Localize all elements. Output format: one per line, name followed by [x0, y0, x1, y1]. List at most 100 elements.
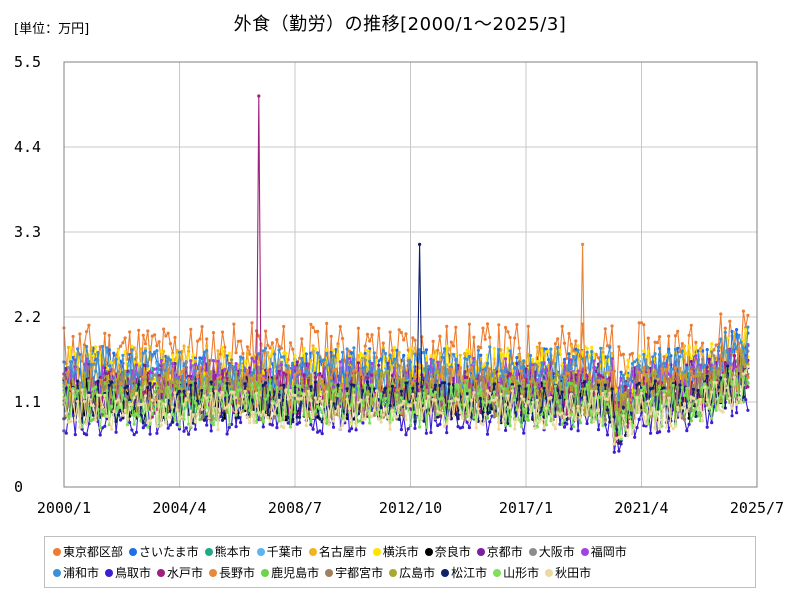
data-point	[673, 347, 678, 351]
data-point	[327, 363, 331, 367]
data-point	[424, 348, 428, 352]
data-point	[157, 340, 161, 344]
data-point	[567, 372, 571, 376]
data-point	[467, 368, 471, 372]
data-point	[180, 384, 184, 388]
data-point	[447, 362, 451, 367]
data-point	[395, 371, 399, 375]
data-point	[701, 341, 705, 345]
data-point	[243, 379, 247, 383]
data-point	[508, 335, 512, 340]
data-point	[182, 344, 186, 348]
data-point	[587, 356, 592, 360]
data-point	[590, 345, 594, 349]
data-point	[94, 345, 98, 349]
data-point	[637, 321, 641, 325]
data-point	[440, 365, 444, 370]
data-point	[431, 339, 435, 343]
data-point	[576, 381, 580, 385]
data-point	[316, 351, 320, 355]
data-point	[180, 355, 184, 359]
data-point	[216, 376, 220, 380]
data-point	[716, 367, 721, 371]
data-point	[542, 352, 546, 357]
data-point	[429, 368, 433, 372]
data-point	[465, 348, 469, 352]
data-point	[506, 374, 510, 378]
data-point	[393, 346, 397, 350]
data-point	[637, 370, 641, 374]
data-point	[746, 372, 750, 376]
data-point	[485, 322, 490, 326]
data-point	[701, 365, 705, 369]
data-point	[397, 328, 401, 332]
data-point	[465, 420, 469, 424]
data-point	[556, 337, 560, 341]
data-point	[445, 344, 449, 348]
data-point	[406, 348, 410, 352]
data-point	[356, 371, 360, 375]
data-point	[504, 357, 508, 361]
data-point	[175, 348, 179, 353]
data-point	[350, 427, 354, 431]
data-point	[413, 338, 417, 342]
data-point	[553, 347, 558, 351]
data-point	[723, 330, 727, 334]
data-point	[705, 425, 709, 429]
data-point	[110, 372, 114, 376]
data-point	[110, 361, 114, 365]
data-point	[329, 334, 333, 338]
data-point	[143, 375, 148, 379]
data-point	[427, 382, 431, 386]
data-point	[273, 416, 277, 420]
data-point	[368, 347, 372, 351]
data-point	[338, 325, 342, 329]
data-point	[356, 354, 360, 358]
data-point	[639, 321, 644, 325]
data-point	[449, 340, 453, 344]
data-point	[166, 426, 170, 430]
data-point	[363, 351, 367, 356]
data-point	[422, 350, 426, 354]
data-point	[390, 348, 394, 352]
data-point	[497, 323, 501, 327]
data-point	[184, 357, 188, 361]
data-point	[547, 358, 551, 362]
data-point	[150, 376, 154, 380]
data-point	[177, 350, 182, 354]
data-point	[560, 362, 564, 366]
data-point	[504, 428, 508, 432]
data-point	[413, 426, 417, 430]
data-point	[585, 421, 589, 426]
data-point	[134, 430, 139, 434]
data-point	[418, 369, 422, 373]
data-point	[85, 433, 89, 437]
data-point	[596, 428, 601, 432]
data-point	[171, 353, 175, 357]
data-point	[307, 386, 311, 390]
data-point	[291, 347, 295, 351]
data-point	[214, 380, 218, 384]
data-point	[694, 354, 698, 358]
data-point	[664, 375, 669, 379]
data-point	[633, 435, 637, 439]
data-point	[87, 360, 91, 364]
data-point	[365, 348, 370, 352]
data-point	[517, 360, 521, 364]
data-point	[497, 347, 501, 352]
data-point	[259, 374, 263, 378]
data-point	[85, 344, 89, 349]
data-point	[288, 341, 293, 345]
data-point	[159, 371, 163, 375]
data-point	[472, 335, 476, 339]
data-point	[608, 345, 612, 350]
data-point	[359, 351, 363, 356]
data-point	[268, 379, 272, 383]
data-point	[277, 348, 281, 352]
data-point	[261, 349, 265, 353]
data-point	[89, 346, 93, 350]
data-point	[562, 341, 567, 345]
data-point	[257, 334, 261, 338]
data-point	[637, 417, 641, 421]
